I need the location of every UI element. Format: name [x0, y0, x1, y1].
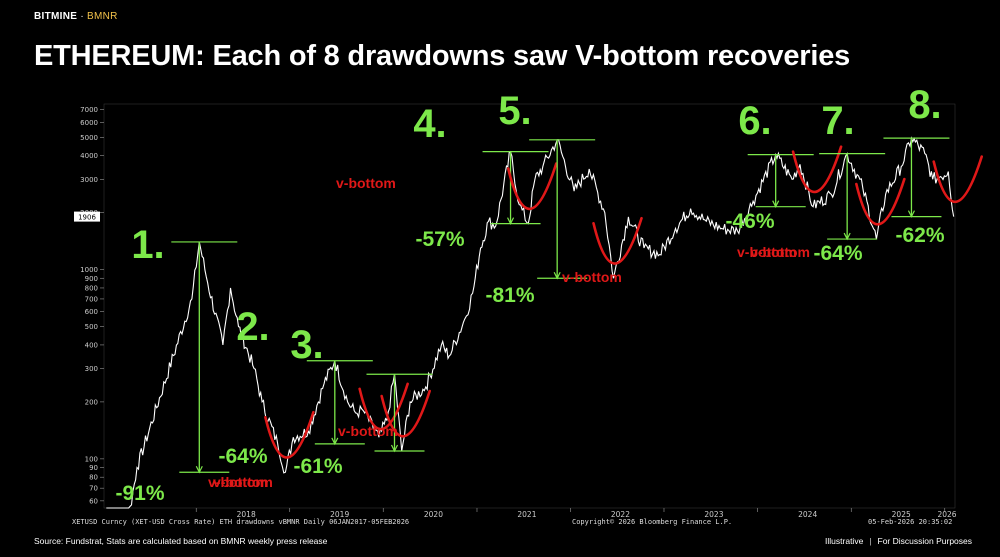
x-tick-label: 2022 [611, 510, 630, 519]
y-tick-label: 900 [85, 275, 98, 283]
last-price-box [74, 211, 100, 222]
drawdown-percent-label: -64% [218, 445, 267, 468]
y-tick-label: 600 [85, 308, 98, 316]
last-price-value: 1906 [78, 214, 96, 222]
y-tick-label: 300 [85, 365, 98, 373]
vbottom-label: v-bottom [208, 474, 268, 490]
footer-disclaimer: Illustrative | For Discussion Purposes [825, 536, 972, 546]
x-tick-label: 2021 [517, 510, 536, 519]
vbottom-label: v-bottom [336, 175, 396, 191]
drawdown-number-label: 2. [236, 305, 269, 349]
brand-separator: · [80, 11, 84, 22]
drawdown-percent-label: -91% [115, 482, 164, 505]
drawdown-number-label: 3. [290, 323, 323, 367]
y-tick-label: 90 [89, 464, 98, 472]
vbottom-label: v-bottom [737, 244, 797, 260]
bloomberg-copyright: Copyright© 2026 Bloomberg Finance L.P. [572, 518, 733, 526]
vbottom-curve [506, 162, 558, 211]
drawdown-number-label: 8. [908, 83, 941, 127]
drawdown-percent-label: -57% [415, 228, 464, 251]
discussion-label: For Discussion Purposes [877, 536, 972, 546]
vbottom-curve [855, 177, 906, 226]
vbottom-curve [380, 389, 431, 438]
x-tick-label: 2020 [424, 510, 443, 519]
drawdown-number-label: 7. [821, 99, 854, 143]
brand-name: BITMINE [34, 11, 78, 22]
y-tick-label: 60 [89, 497, 98, 505]
drawdown-percent-label: -46% [725, 210, 774, 233]
illustrative-label: Illustrative [825, 536, 864, 546]
y-tick-label: 800 [85, 284, 98, 292]
vbottom-label: v-bottom [750, 244, 810, 260]
drawdown-percent-label: -62% [895, 224, 944, 247]
x-tick-label: 2024 [798, 510, 817, 519]
vbottom-curve [932, 155, 984, 204]
vbottom-label: v-bottom [213, 474, 273, 490]
y-tick-label: 500 [85, 323, 98, 331]
brand-header: BITMINE · BMNR [34, 11, 118, 22]
vbottom-curve [791, 145, 843, 194]
y-tick-label: 1000 [80, 266, 98, 274]
x-tick-label: 2023 [704, 510, 723, 519]
plot-frame [103, 103, 956, 509]
vbottom-curve [592, 216, 643, 265]
y-tick-label: 80 [89, 474, 98, 482]
eth-price-line [106, 136, 955, 509]
vbottom-curve [358, 382, 409, 431]
bloomberg-ticker-caption: XETUSD Curncy (XET-USD Cross Rate) ETH d… [72, 518, 410, 526]
x-tick-label: 2019 [330, 510, 349, 519]
vbottom-curve [264, 410, 315, 459]
x-tick-label: 2026 [937, 510, 956, 519]
drawdown-percent-label: -64% [813, 242, 862, 265]
drawdown-number-label: 1. [131, 223, 164, 267]
y-tick-label: 400 [85, 341, 98, 349]
vbottom-label: v-bottom [338, 423, 398, 439]
y-tick-label: 6000 [80, 119, 98, 127]
y-tick-label: 700 [85, 295, 98, 303]
footer-separator: | [869, 536, 872, 546]
bloomberg-timestamp: 05-Feb-2026 20:35:02 [868, 518, 953, 526]
source-note: Source: Fundstrat, Stats are calculated … [34, 536, 328, 546]
page-title: ETHEREUM: Each of 8 drawdowns saw V-bott… [34, 40, 851, 72]
y-tick-label: 100 [85, 455, 98, 463]
y-tick-label: 200 [85, 398, 98, 406]
y-tick-label: 5000 [80, 134, 98, 142]
drawdown-number-label: 6. [738, 99, 771, 143]
x-tick-label: 2018 [237, 510, 256, 519]
y-tick-label: 7000 [80, 106, 98, 114]
y-tick-label: 70 [89, 485, 98, 493]
drawdown-percent-label: -81% [485, 284, 534, 307]
drawdown-number-label: 4. [413, 102, 446, 146]
brand-ticker: BMNR [87, 11, 118, 22]
y-tick-label: 4000 [80, 152, 98, 160]
drawdown-number-label: 5. [498, 89, 531, 133]
x-tick-label: 2025 [892, 510, 911, 519]
vbottom-label: v-bottom [562, 269, 622, 285]
y-tick-label: 3000 [80, 176, 98, 184]
drawdown-percent-label: -61% [293, 455, 342, 478]
